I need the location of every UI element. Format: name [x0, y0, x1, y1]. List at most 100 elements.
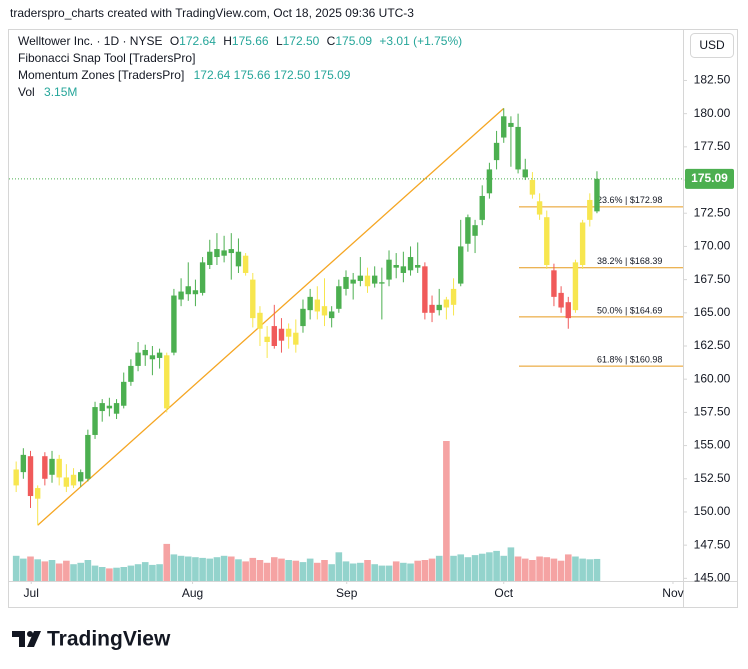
candle-body: [579, 222, 586, 266]
volume-bar: [199, 557, 206, 581]
candle-body: [49, 458, 55, 475]
candle-body: [20, 454, 27, 473]
candle-body: [415, 265, 421, 268]
volume-bar: [91, 565, 99, 581]
candle-body: [171, 295, 177, 353]
y-tick-label: 147.50: [694, 537, 731, 551]
volume-bar: [156, 564, 163, 581]
candle-body: [508, 122, 514, 127]
candle-body: [472, 225, 478, 236]
candle-body: [63, 477, 70, 487]
candle-body: [515, 126, 521, 170]
y-tick-label: 162.50: [694, 338, 731, 352]
candle-body: [207, 251, 213, 266]
volume-bar: [27, 556, 34, 581]
candle-body: [242, 255, 249, 273]
fib-label: 38.2% | $168.39: [597, 256, 662, 266]
y-tick-label: 160.00: [694, 371, 731, 385]
candle-body: [34, 488, 41, 499]
volume-bar: [120, 567, 128, 581]
volume-bar: [70, 564, 77, 581]
candle-body: [544, 217, 550, 266]
volume-bar: [593, 558, 601, 581]
candle-body: [285, 328, 292, 337]
volume-bar: [521, 558, 529, 581]
candle-body: [551, 270, 557, 297]
logo-dot: [27, 631, 33, 637]
candle-body: [70, 474, 77, 486]
candle-body: [429, 304, 435, 313]
candle-body: [135, 352, 141, 366]
volume-bar: [579, 558, 586, 581]
candle-body: [250, 279, 256, 319]
candle-body: [228, 249, 234, 254]
volume-bar: [34, 559, 41, 581]
volume-bar: [414, 560, 422, 581]
volume-bar: [227, 556, 235, 581]
volume-bar: [63, 560, 70, 581]
volume-bar: [134, 564, 142, 581]
volume-bar: [471, 555, 479, 581]
volume-bar: [543, 557, 551, 581]
candle-body: [149, 355, 156, 360]
indicator-values: 172.64 175.66 172.50 175.09: [194, 68, 351, 82]
candle-body: [300, 308, 306, 327]
legend-title: Welltower Inc. · 1D · NYSE: [18, 34, 162, 48]
indicator-name: Momentum Zones [TradersPro]: [18, 68, 184, 82]
volume-bar: [349, 563, 357, 581]
candle-body: [393, 265, 399, 268]
y-tick-label: 150.00: [694, 504, 731, 518]
volume-bar: [385, 565, 393, 581]
volume-bar: [306, 558, 314, 581]
fib-label: 23.6% | $172.98: [597, 195, 662, 205]
ohlc-value: 172.50: [283, 34, 320, 48]
ohlc-value: 175.09: [335, 34, 372, 48]
volume-bar: [364, 560, 371, 581]
indicator-name: Fibonacci Snap Tool [TradersPro]: [18, 51, 195, 65]
volume-bar: [529, 560, 536, 581]
candle-body: [293, 332, 299, 345]
volume-bar: [213, 557, 221, 581]
volume-bar: [278, 558, 285, 581]
candle-body: [558, 292, 564, 308]
y-tick-label: 177.50: [694, 139, 731, 153]
currency-button[interactable]: [690, 33, 734, 58]
volume-bar: [400, 562, 407, 581]
candle-body: [178, 291, 184, 300]
y-tick-label: 170.00: [694, 239, 731, 253]
volume-bar: [478, 553, 486, 581]
candle-body: [121, 381, 127, 406]
candle-body: [78, 472, 84, 482]
plot: 23.6% | $172.98 38.2% | $168.39 50.0% | $1…: [9, 79, 687, 584]
volume-bar: [20, 558, 27, 581]
logo: TradingView: [12, 628, 171, 651]
last-price-box: [685, 168, 734, 189]
candle-body: [450, 288, 457, 305]
volume-bar: [392, 561, 400, 581]
candle-body: [271, 326, 277, 346]
candle-body: [113, 403, 120, 414]
x-tick-label: Oct: [494, 586, 513, 600]
ohlc-key: O: [170, 34, 179, 48]
candle-body: [501, 116, 507, 138]
volume-bar: [450, 555, 457, 581]
currency-label: USD: [699, 38, 725, 52]
ohlc-key: H: [223, 34, 232, 48]
candle-body: [493, 142, 500, 161]
volume-bar: [127, 565, 135, 581]
volume-bar: [514, 556, 522, 581]
volume-bar: [564, 554, 572, 581]
candle-body: [336, 286, 342, 309]
candle-body: [307, 296, 313, 311]
candle-body: [328, 311, 335, 319]
candle-body: [106, 405, 113, 409]
ohlc-value: 175.66: [232, 34, 269, 48]
candle-body: [13, 469, 19, 486]
candle-body: [536, 201, 543, 215]
volume-bar: [106, 568, 113, 581]
candle-body: [572, 262, 579, 311]
fib-label: 50.0% | $164.69: [597, 305, 662, 315]
legend: Welltower Inc. · 1D · NYSE O172.64 H175.…: [18, 34, 462, 99]
